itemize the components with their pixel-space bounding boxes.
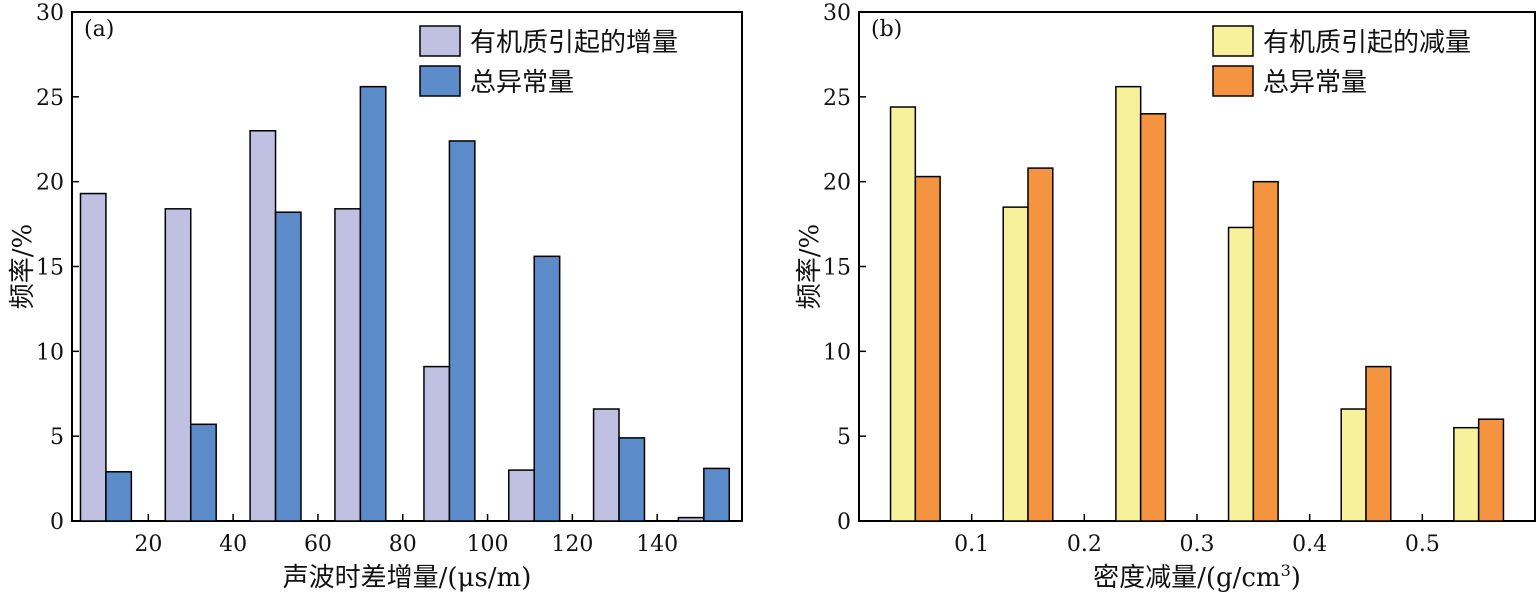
- legend-a: 有机质引起的增量 总异常量: [419, 25, 678, 98]
- bar-b-s1-2: [1139, 113, 1167, 522]
- bar-b-s0-3: [1227, 226, 1255, 522]
- bar-a-s1-4: [448, 140, 476, 522]
- x-ticks-a: 20 40 60 80 100 120 140: [134, 514, 678, 557]
- y-tick-label-a-2: 10: [36, 340, 64, 365]
- bar-a-s1-0: [105, 471, 133, 522]
- y-axis-label-b: 频率/%: [795, 224, 825, 309]
- bar-a-s0-5: [508, 469, 535, 522]
- legend-label-b-0: 有机质引起的减量: [1263, 28, 1471, 58]
- y-axis-label-a: 频率/%: [8, 224, 38, 309]
- y-tick-label-a-5: 25: [36, 86, 64, 111]
- panel-label-a: (a): [84, 17, 114, 42]
- legend-swatch-a-1: [419, 65, 461, 97]
- bar-a-s1-3: [359, 85, 387, 522]
- bar-a-s0-1: [164, 208, 192, 522]
- x-axis-label-b: 密度减量/(g/cm3): [1093, 561, 1301, 593]
- x-tick-label-b-2: 0.3: [1180, 532, 1215, 557]
- legend-swatch-b-1: [1212, 65, 1254, 97]
- x-tick-label-a-2: 60: [304, 532, 332, 557]
- x-ticks-b: 0.1 0.2 0.3 0.4 0.5: [954, 514, 1440, 557]
- x-axis-label-b-end: ): [1291, 563, 1301, 593]
- y-tick-label-b-2: 10: [823, 340, 851, 365]
- x-tick-label-a-3: 80: [389, 532, 417, 557]
- legend-label-b-1: 总异常量: [1263, 68, 1367, 98]
- bar-b-s0-0: [889, 106, 917, 522]
- bar-a-s0-3: [334, 208, 362, 522]
- bar-a-s0-4: [423, 365, 451, 522]
- bar-a-s0-0: [79, 192, 107, 522]
- x-tick-label-a-0: 20: [134, 532, 162, 557]
- bar-b-s0-4: [1340, 408, 1367, 522]
- y-tick-label-b-5: 25: [823, 86, 851, 111]
- bar-a-s1-2: [274, 211, 302, 522]
- panel-label-b: (b): [871, 17, 902, 42]
- x-tick-label-a-1: 40: [219, 532, 247, 557]
- bar-b-s1-3: [1252, 180, 1279, 522]
- x-tick-label-b-4: 0.5: [1405, 532, 1440, 557]
- bar-b-s0-1: [1002, 206, 1029, 522]
- x-tick-label-b-0: 0.1: [954, 532, 989, 557]
- chart-panel-a: 0 5 10 15 20 25 30 20 40 60 80 100 120 140 (a) 声波时差增…: [8, 1, 743, 593]
- y-tick-label-b-6: 30: [823, 1, 851, 26]
- chart-panel-b: 0 5 10 15 20 25 30 0.1 0.2 0.3 0.4 0.5 (b) 密度减量/(g…: [795, 1, 1536, 593]
- legend-label-a-0: 有机质引起的增量: [470, 28, 678, 58]
- x-tick-label-a-6: 140: [636, 532, 678, 557]
- y-ticks-a: 0 5 10 15 20 25 30: [36, 1, 79, 535]
- bar-b-s0-5: [1453, 426, 1480, 522]
- x-axis-label-b-sup: 3: [1281, 561, 1291, 580]
- bar-b-s1-5: [1477, 418, 1505, 522]
- legend-swatch-a-0: [419, 25, 461, 57]
- y-tick-label-a-0: 0: [50, 510, 64, 535]
- x-axis-label-b-main: 密度减量/(g/cm: [1093, 563, 1281, 593]
- bar-b-s1-0: [914, 175, 941, 522]
- legend-swatch-b-0: [1212, 25, 1254, 57]
- bar-b-s1-1: [1027, 167, 1054, 522]
- bar-a-s1-7: [703, 467, 731, 522]
- y-tick-label-b-1: 5: [837, 425, 851, 450]
- x-tick-label-b-3: 0.4: [1292, 532, 1327, 557]
- bar-a-s0-7: [677, 516, 705, 522]
- x-tick-label-a-5: 120: [551, 532, 593, 557]
- y-ticks-b: 0 5 10 15 20 25 30: [823, 1, 866, 535]
- legend-b: 有机质引起的减量 总异常量: [1212, 25, 1471, 98]
- x-axis-label-a: 声波时差增量/(μs/m): [283, 563, 532, 593]
- legend-label-a-1: 总异常量: [470, 68, 574, 98]
- bars-a: [79, 85, 731, 522]
- y-tick-label-b-3: 15: [823, 256, 851, 281]
- y-tick-label-a-4: 20: [36, 171, 64, 196]
- y-tick-label-a-1: 5: [50, 425, 64, 450]
- bar-a-s1-5: [533, 255, 561, 522]
- bar-a-s1-6: [618, 437, 646, 522]
- y-tick-label-b-0: 0: [837, 510, 851, 535]
- bar-a-s0-2: [249, 130, 277, 522]
- bar-a-s0-6: [592, 408, 620, 522]
- y-tick-label-a-6: 30: [36, 1, 64, 26]
- bars-b: [889, 85, 1505, 522]
- plot-frame-b: [858, 11, 1536, 522]
- bar-a-s1-1: [189, 423, 217, 522]
- x-tick-label-a-4: 100: [467, 532, 509, 557]
- y-tick-label-a-3: 15: [36, 256, 64, 281]
- x-tick-label-b-1: 0.2: [1067, 532, 1102, 557]
- y-tick-label-b-4: 20: [823, 171, 851, 196]
- bar-b-s1-4: [1365, 365, 1392, 522]
- bar-b-s0-2: [1115, 85, 1142, 522]
